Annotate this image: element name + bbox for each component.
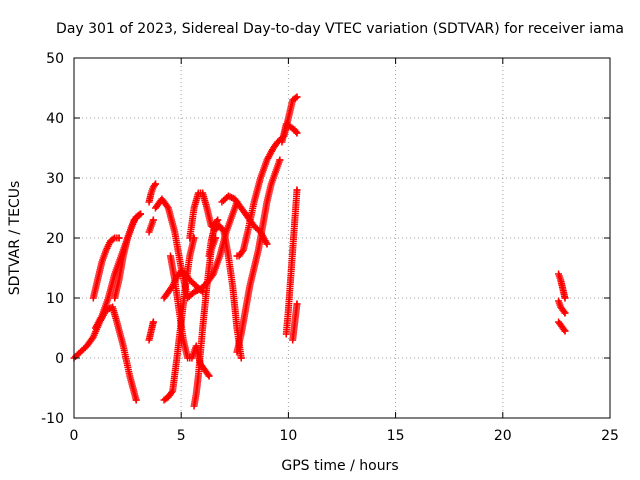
y-tick-label: 0 (55, 351, 64, 367)
data-point (263, 240, 271, 248)
data-point (238, 248, 246, 255)
data-layer (70, 93, 569, 410)
series-arc-21 (555, 270, 569, 302)
data-point (292, 128, 300, 135)
data-point (213, 218, 221, 225)
data-point (276, 156, 284, 164)
ticks-layer: 0 5 10 15 20 25 -10 0 10 20 30 40 50 (41, 51, 619, 444)
series-arc-19 (282, 186, 301, 338)
series-arc-23 (555, 318, 569, 335)
data-point (204, 371, 212, 378)
series-arc-6 (145, 216, 157, 236)
x-tick-label: 20 (494, 428, 512, 444)
x-tick-label: 0 (70, 428, 79, 444)
series-arc-13 (190, 234, 220, 410)
data-point (205, 372, 213, 380)
series-arc-7 (145, 318, 157, 344)
data-point (293, 93, 301, 101)
x-axis-title: GPS time / hours (281, 458, 398, 474)
y-tick-label: 30 (46, 171, 64, 187)
data-point (293, 186, 301, 194)
y-tick-label: 10 (46, 291, 64, 307)
x-tick-label: 10 (279, 428, 297, 444)
y-tick-label: -10 (41, 411, 64, 427)
y-axis-title: SDTVAR / TECUs (7, 181, 23, 296)
grid-layer (74, 58, 610, 418)
series-arc-12 (186, 189, 245, 362)
data-point (151, 180, 159, 188)
x-tick-label: 15 (387, 428, 405, 444)
series-arc-14 (205, 216, 222, 260)
series-arc-18 (278, 120, 301, 146)
y-tick-label: 50 (46, 51, 64, 67)
series-arc-5 (145, 180, 159, 206)
series-arc-22 (555, 297, 569, 317)
data-point (115, 234, 123, 242)
data-point (561, 327, 569, 335)
data-point (292, 94, 300, 102)
series-arc-4 (111, 210, 144, 302)
data-point (560, 326, 568, 333)
x-tick-label: 25 (601, 428, 619, 444)
data-point (237, 354, 245, 362)
data-point (219, 227, 227, 234)
data-point (293, 129, 301, 137)
chart-title: Day 301 of 2023, Sidereal Day-to-day VTE… (56, 21, 624, 37)
data-point (560, 308, 568, 315)
data-point (149, 318, 157, 326)
data-point (149, 216, 157, 224)
data-point (135, 211, 143, 219)
series-arc-17 (233, 93, 301, 260)
data-point (561, 309, 569, 317)
series-arc-20 (289, 300, 301, 344)
data-point (561, 294, 569, 302)
series-arc-2 (89, 234, 123, 302)
data-point (214, 216, 222, 224)
data-point (168, 389, 176, 396)
data-point (109, 235, 117, 243)
x-tick-label: 5 (177, 428, 186, 444)
data-point (136, 210, 144, 218)
data-point (150, 182, 158, 189)
data-point (293, 300, 301, 308)
series-arc-16 (233, 156, 284, 356)
y-tick-label: 40 (46, 111, 64, 127)
y-tick-label: 20 (46, 231, 64, 247)
series-arc-1 (70, 303, 140, 404)
data-point (132, 396, 140, 404)
